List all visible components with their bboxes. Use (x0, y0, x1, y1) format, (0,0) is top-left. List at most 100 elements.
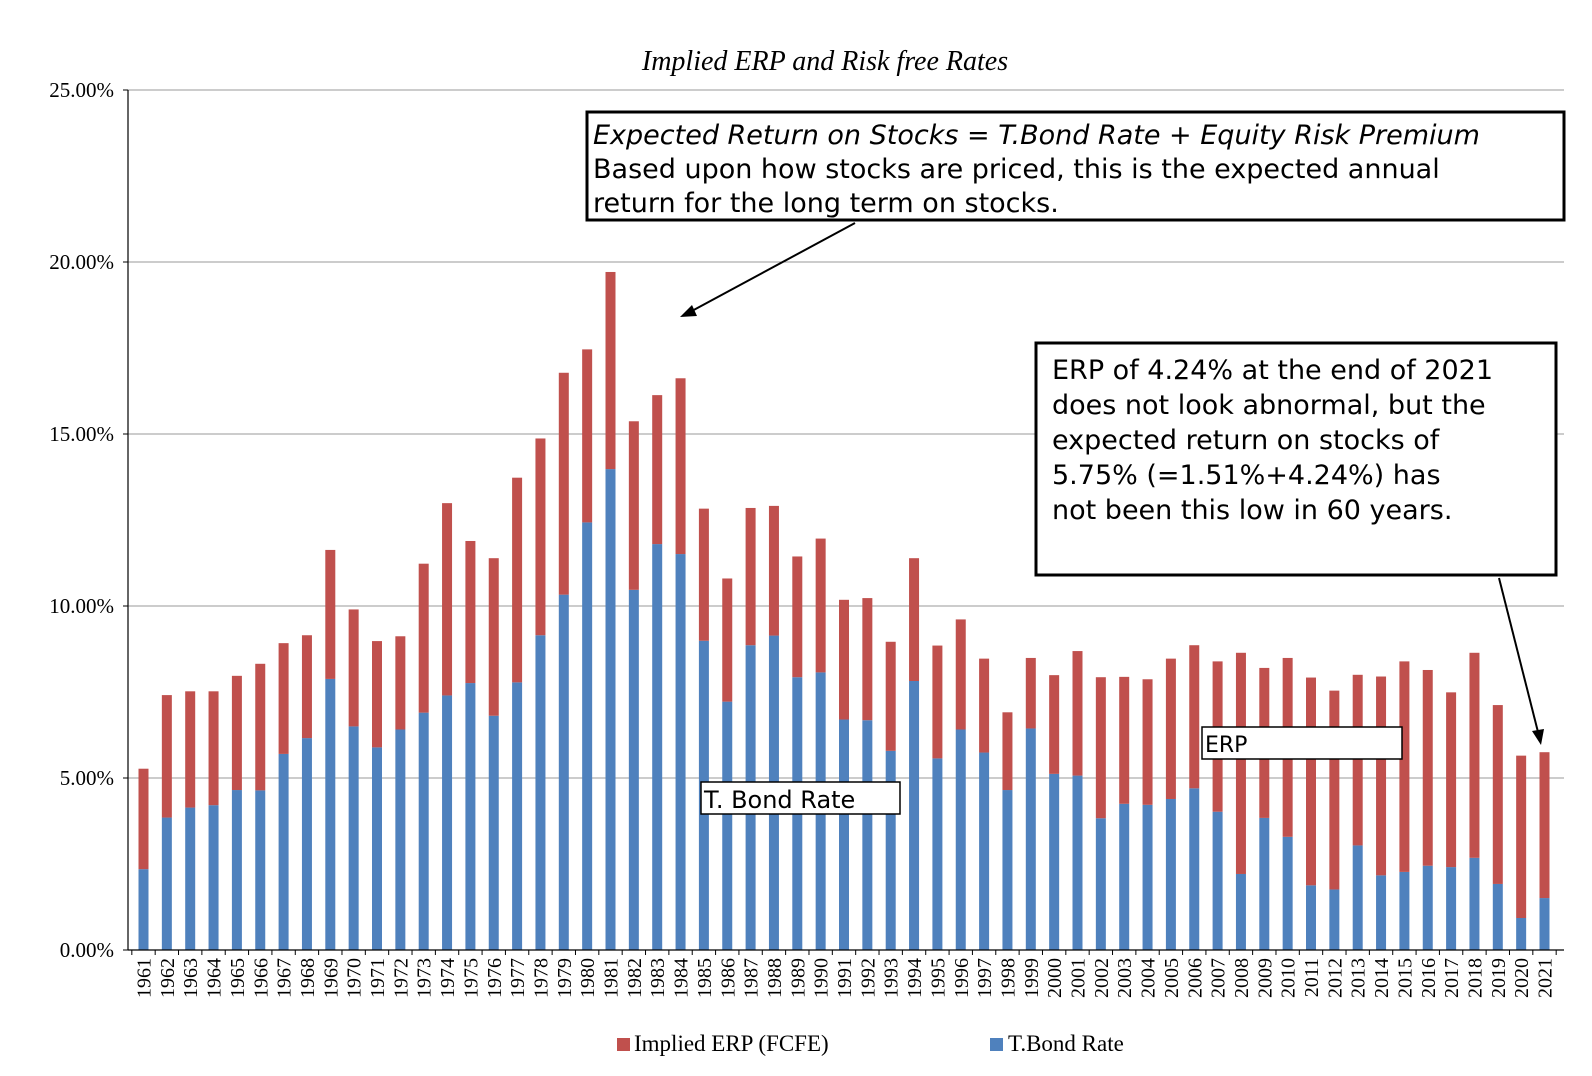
x-tick-label: 1996 (951, 958, 973, 998)
x-tick-label: 1961 (134, 958, 156, 998)
bar-tbond-rate (1306, 885, 1316, 950)
bar-tbond-rate (839, 719, 849, 950)
x-tick-label: 1973 (414, 958, 436, 998)
legend-label-erp: Implied ERP (FCFE) (634, 1031, 829, 1056)
bar-tbond-rate (1329, 889, 1340, 950)
x-tick-label: 2019 (1488, 958, 1510, 998)
x-tick-label: 1974 (437, 958, 459, 998)
x-tick-label: 2007 (1208, 958, 1230, 998)
x-tick-label: 1965 (227, 958, 249, 998)
x-tick-label: 2015 (1394, 958, 1416, 998)
bar-tbond-rate (185, 807, 196, 950)
legend-swatch-erp (617, 1038, 630, 1051)
bar-implied-erp (138, 768, 149, 870)
bar-tbond-rate (301, 738, 312, 950)
bar-implied-erp (348, 609, 359, 727)
bar-implied-erp (1049, 675, 1060, 774)
x-tick-label: 1964 (204, 958, 226, 998)
bar-implied-erp (1539, 752, 1550, 899)
bar-tbond-rate (231, 790, 242, 950)
label-tbond-text: T. Bond Rate (703, 786, 855, 814)
bar-implied-erp (208, 691, 219, 806)
bar-tbond-rate (395, 729, 406, 950)
bar-implied-erp (1376, 676, 1387, 876)
bar-implied-erp (675, 378, 686, 555)
x-tick-label: 1968 (297, 958, 319, 998)
bar-tbond-rate (605, 469, 616, 950)
bar-tbond-rate (582, 522, 593, 950)
x-tick-label: 1982 (624, 958, 646, 998)
bar-implied-erp (885, 641, 896, 751)
x-tick-label: 1991 (834, 958, 856, 998)
bar-implied-erp (278, 643, 289, 754)
legend-swatch-tbond (990, 1038, 1003, 1051)
x-tick-label: 1987 (741, 958, 763, 998)
x-tick-label: 1986 (717, 958, 739, 998)
x-tick-label: 2013 (1348, 958, 1370, 998)
x-tick-label: 2000 (1044, 958, 1066, 998)
legend-label-tbond: T.Bond Rate (1008, 1031, 1124, 1056)
arrow-line-1 (689, 222, 856, 313)
bar-tbond-rate (1469, 857, 1480, 950)
bar-implied-erp (745, 507, 756, 646)
bar-tbond-rate (1049, 773, 1060, 950)
bar-tbond-rate (722, 701, 733, 950)
bar-tbond-rate (1422, 865, 1433, 950)
bar-tbond-rate (1399, 871, 1410, 950)
x-tick-label: 1998 (997, 958, 1019, 998)
bar-implied-erp (792, 556, 803, 678)
arrow-line-2 (1498, 577, 1539, 733)
bar-tbond-rate (1235, 873, 1246, 950)
y-tick-label: 5.00% (60, 766, 114, 790)
bar-implied-erp (255, 663, 266, 791)
bar-implied-erp (979, 658, 990, 753)
x-tick-label: 1995 (927, 958, 949, 998)
bar-tbond-rate (278, 753, 289, 950)
bar-implied-erp (1492, 705, 1503, 884)
x-tick-label: 1975 (460, 958, 482, 998)
annotation-box2-line5: not been this low in 60 years. (1052, 495, 1452, 526)
bar-implied-erp (1165, 658, 1176, 799)
bar-implied-erp (372, 641, 382, 748)
bar-tbond-rate (1212, 811, 1223, 950)
x-axis-labels: 1961 1962 1963 1964 1965 1966 1967 1968 1969 1970… (134, 958, 1557, 998)
bar-tbond-rate (885, 750, 896, 950)
annotation-box2-line4: 5.75% (=1.51%+4.24%) has (1052, 460, 1441, 491)
bar-implied-erp (1072, 651, 1083, 776)
x-tick-label: 1970 (344, 958, 366, 998)
x-tick-label: 2003 (1114, 958, 1136, 998)
bar-tbond-rate (372, 747, 382, 950)
arrow-head-2 (1532, 729, 1544, 745)
x-tick-label: 2017 (1441, 958, 1463, 998)
bar-tbond-rate (1072, 775, 1083, 950)
bar-implied-erp (652, 395, 663, 545)
legend: Implied ERP (FCFE) T.Bond Rate (617, 1031, 1124, 1056)
bar-tbond-rate (628, 589, 639, 950)
bar-tbond-rate (1142, 804, 1153, 950)
bar-implied-erp (1095, 677, 1106, 819)
bar-tbond-rate (1539, 898, 1550, 950)
bar-implied-erp (161, 695, 172, 818)
bar-implied-erp (442, 503, 453, 696)
x-tick-label: 2002 (1091, 958, 1113, 998)
bar-tbond-rate (1282, 836, 1293, 950)
x-tick-label: 1992 (857, 958, 879, 998)
x-tick-label: 2014 (1371, 958, 1393, 998)
annotation-box1-line1: Expected Return on Stocks = T.Bond Rate … (593, 120, 1480, 151)
bar-implied-erp (1189, 645, 1200, 789)
bar-tbond-rate (1516, 918, 1527, 950)
x-tick-label: 1979 (554, 958, 576, 998)
x-tick-label: 1966 (250, 958, 272, 998)
y-tick-label: 0.00% (60, 938, 114, 962)
x-tick-label: 1981 (601, 958, 623, 998)
x-tick-label: 1972 (390, 958, 412, 998)
annotation-box2-line3: expected return on stocks of (1052, 425, 1441, 456)
x-tick-label: 1983 (647, 958, 669, 998)
bar-tbond-rate (1002, 790, 1013, 950)
bar-tbond-rate (909, 680, 920, 950)
bar-implied-erp (185, 691, 196, 808)
bar-tbond-rate (558, 594, 569, 950)
label-erp: ERP (1201, 726, 1403, 760)
bar-tbond-rate (955, 729, 966, 950)
